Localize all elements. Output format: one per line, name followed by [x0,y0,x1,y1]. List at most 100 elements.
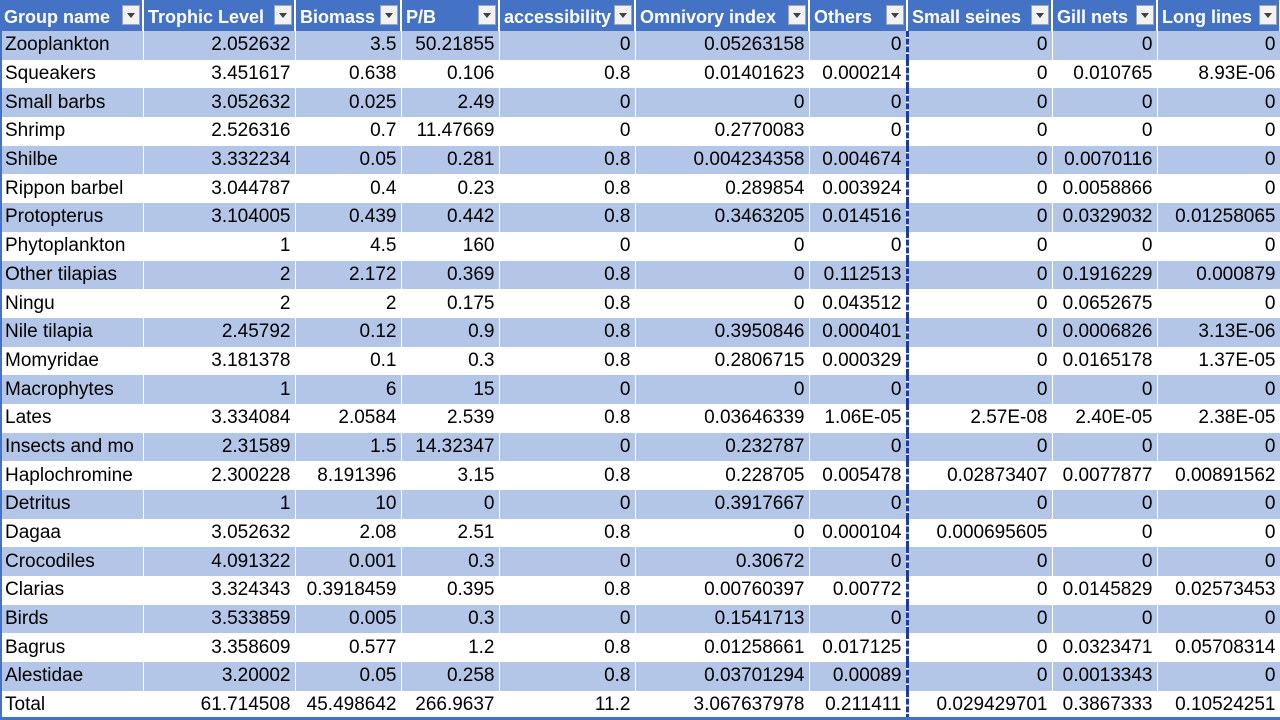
value-cell[interactable]: 0.289854 [635,174,810,204]
value-cell[interactable]: 0.01258661 [635,633,810,663]
value-cell[interactable]: 0.7 [295,117,402,146]
column-header[interactable]: accessibility [499,0,636,31]
group-name-cell[interactable]: Total [0,690,144,720]
value-cell[interactable]: 0.014516 [809,203,909,232]
value-cell[interactable]: 0.3950846 [635,317,810,347]
value-cell[interactable]: 0.577 [295,633,402,663]
value-cell[interactable]: 0.30672 [635,547,810,577]
value-cell[interactable]: 0 [1157,31,1280,60]
value-cell[interactable]: 3.052632 [143,88,296,118]
value-cell[interactable]: 0 [907,432,1053,462]
value-cell[interactable]: 0.9 [401,317,500,347]
group-name-cell[interactable]: Other tilapias [0,260,144,290]
value-cell[interactable]: 0.8 [499,203,636,232]
value-cell[interactable]: 11.47669 [401,117,500,146]
value-cell[interactable]: 0 [499,547,636,577]
value-cell[interactable]: 0 [499,88,636,118]
value-cell[interactable]: 0.8 [499,403,636,433]
value-cell[interactable]: 2.38E-05 [1157,403,1280,433]
value-cell[interactable]: 2.052632 [143,31,296,60]
value-cell[interactable]: 0 [499,375,636,404]
value-cell[interactable]: 0 [1052,432,1158,462]
value-cell[interactable]: 0.3 [401,604,500,634]
value-cell[interactable]: 2.49 [401,88,500,118]
value-cell[interactable]: 0 [809,31,909,60]
group-name-cell[interactable]: Shilbe [0,145,144,175]
group-name-cell[interactable]: Momyridae [0,346,144,376]
value-cell[interactable]: 0.00089 [809,662,909,691]
value-cell[interactable]: 0 [635,260,810,290]
value-cell[interactable]: 0 [809,231,909,261]
value-cell[interactable]: 0.369 [401,260,500,290]
value-cell[interactable]: 0 [1052,547,1158,577]
value-cell[interactable]: 0.112513 [809,260,909,290]
value-cell[interactable]: 0.005478 [809,461,909,490]
value-cell[interactable]: 0.8 [499,576,636,605]
column-header[interactable]: P/B [401,0,500,31]
value-cell[interactable]: 0.02573453 [1157,576,1280,605]
value-cell[interactable]: 0.0145829 [1052,576,1158,605]
value-cell[interactable]: 0.000329 [809,346,909,376]
group-name-cell[interactable]: Crocodiles [0,547,144,577]
value-cell[interactable]: 2.08 [295,518,402,548]
value-cell[interactable]: 0 [907,203,1053,232]
value-cell[interactable]: 0 [907,662,1053,691]
value-cell[interactable]: 0 [1052,231,1158,261]
filter-dropdown-icon[interactable] [122,5,140,25]
value-cell[interactable]: 0.258 [401,662,500,691]
value-cell[interactable]: 0.000214 [809,59,909,89]
column-header[interactable]: Biomass [295,0,402,31]
value-cell[interactable]: 0 [1157,490,1280,519]
value-cell[interactable]: 3.451617 [143,59,296,89]
group-name-cell[interactable]: Small barbs [0,88,144,118]
value-cell[interactable]: 3.15 [401,461,500,490]
filter-dropdown-icon[interactable] [380,5,398,25]
value-cell[interactable]: 0 [907,289,1053,318]
value-cell[interactable]: 0 [907,490,1053,519]
value-cell[interactable]: 0.0058866 [1052,174,1158,204]
value-cell[interactable]: 0 [907,260,1053,290]
value-cell[interactable]: 0.3 [401,547,500,577]
filter-dropdown-icon[interactable] [1259,5,1277,25]
value-cell[interactable]: 0 [1157,432,1280,462]
group-name-cell[interactable]: Protopterus [0,203,144,232]
value-cell[interactable]: 0.8 [499,174,636,204]
value-cell[interactable]: 0.05263158 [635,31,810,60]
value-cell[interactable]: 0.000401 [809,317,909,347]
filter-dropdown-icon[interactable] [274,5,292,25]
value-cell[interactable]: 0.2770083 [635,117,810,146]
value-cell[interactable]: 0.00760397 [635,576,810,605]
value-cell[interactable]: 0.638 [295,59,402,89]
value-cell[interactable]: 0.2806715 [635,346,810,376]
value-cell[interactable]: 0.043512 [809,289,909,318]
value-cell[interactable]: 0.0006826 [1052,317,1158,347]
value-cell[interactable]: 0 [907,145,1053,175]
filter-dropdown-icon[interactable] [886,5,904,25]
column-header[interactable]: Long lines [1157,0,1280,31]
column-header[interactable]: Gill nets [1052,0,1158,31]
group-name-cell[interactable]: Dagaa [0,518,144,548]
value-cell[interactable]: 0.23 [401,174,500,204]
value-cell[interactable]: 0 [907,31,1053,60]
value-cell[interactable]: 0 [1157,662,1280,691]
value-cell[interactable]: 0.8 [499,289,636,318]
value-cell[interactable]: 0.175 [401,289,500,318]
value-cell[interactable]: 2 [295,289,402,318]
group-name-cell[interactable]: Alestidae [0,662,144,691]
group-name-cell[interactable]: Macrophytes [0,375,144,404]
value-cell[interactable]: 0 [809,604,909,634]
value-cell[interactable]: 0 [1052,604,1158,634]
value-cell[interactable]: 0.8 [499,633,636,663]
value-cell[interactable]: 0.8 [499,59,636,89]
group-name-cell[interactable]: Insects and mo [0,432,144,462]
value-cell[interactable]: 0.3918459 [295,576,402,605]
value-cell[interactable]: 3.052632 [143,518,296,548]
column-header[interactable]: Group name [0,0,144,31]
value-cell[interactable]: 0 [499,490,636,519]
value-cell[interactable]: 3.5 [295,31,402,60]
value-cell[interactable]: 0 [1052,518,1158,548]
value-cell[interactable]: 0 [907,547,1053,577]
column-header[interactable]: Trophic Level [143,0,296,31]
value-cell[interactable]: 0.8 [499,518,636,548]
group-name-cell[interactable]: Detritus [0,490,144,519]
